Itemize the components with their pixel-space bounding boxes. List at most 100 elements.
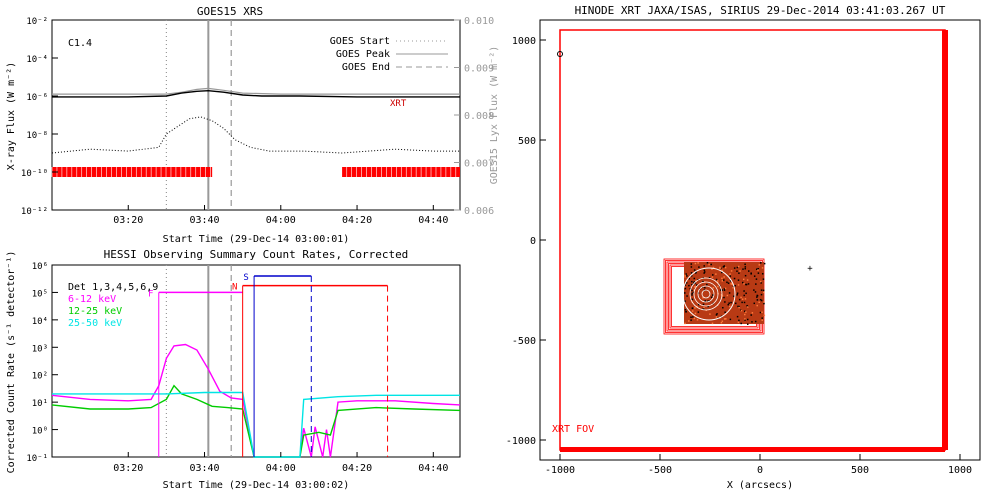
xrt-image-speckle <box>728 292 731 294</box>
xrt-contour <box>693 281 719 307</box>
xrt-image-speckle <box>712 287 715 289</box>
xrt-image-speckle <box>743 294 745 297</box>
goes-y2-axis-label: GOES15 Lyx Flux (W m⁻²) <box>489 46 500 184</box>
xrt-image-speckle <box>736 270 738 272</box>
xrt-x-axis-label: X (arcsecs) <box>727 480 793 491</box>
hessi-legend: Det 1,3,4,5,6,9 6-12 keV 12-25 keV 25-50… <box>68 282 158 329</box>
xrt-image-speckle <box>737 279 740 281</box>
goes-y-tick-label: 10⁻¹² <box>21 207 48 217</box>
xrt-x-tick-labels: -1000 -500 0 500 1000 <box>545 454 972 476</box>
xrt-title: HINODE XRT JAXA/ISAS, SIRIUS 29-Dec-2014… <box>575 4 946 17</box>
hessi-series-12-25-keV <box>51 384 461 458</box>
xrt-image-speckle <box>694 307 696 309</box>
xrt-image-speckle <box>685 282 688 284</box>
xrt-image-speckle <box>724 301 726 303</box>
hessi-x-tick-label: 04:20 <box>342 463 372 474</box>
xrt-image-speckle <box>721 289 724 291</box>
xrt-image-speckle <box>693 281 696 283</box>
xrt-image-speckle <box>684 308 687 311</box>
xrt-image-speckle <box>703 271 706 273</box>
xrt-y-tick-label: -500 <box>512 336 536 347</box>
xrt-image-speckle <box>756 268 758 271</box>
goes-x-tick-label: 04:20 <box>342 215 372 226</box>
xrt-image-speckle <box>716 279 719 282</box>
xrt-image-speckle <box>721 269 724 272</box>
xrt-image-speckle <box>721 277 723 280</box>
xrt-image-speckle <box>763 314 766 317</box>
hessi-y-tick-label: 10⁰ <box>32 427 48 437</box>
xrt-image-speckle <box>702 303 705 306</box>
xrt-image-speckle <box>763 301 765 303</box>
xrt-image-speckle <box>738 272 740 274</box>
xrt-image-speckle <box>691 294 693 296</box>
xrt-fov-edge <box>942 30 948 450</box>
goes-y-tick-label: 10⁻¹⁰ <box>21 169 48 179</box>
goes-lyx-series <box>52 87 460 95</box>
legend-12-25-kev: 12-25 keV <box>68 306 122 317</box>
xrt-image-speckle <box>692 316 694 318</box>
xrt-image-speckle <box>755 278 758 280</box>
xrt-image-speckle <box>751 312 754 314</box>
xrt-image-speckle <box>728 302 730 304</box>
xrt-image-speckle <box>722 306 724 309</box>
xrt-image-speckle <box>711 322 714 325</box>
xrt-image-speckle <box>709 313 711 315</box>
xrt-image-speckle <box>730 283 732 285</box>
xrt-image-speckle <box>695 271 698 273</box>
xrt-image-speckle <box>721 320 724 322</box>
xrt-image-speckle <box>707 300 709 302</box>
xrt-image-speckle <box>740 309 743 312</box>
xrt-image-speckle <box>730 301 732 304</box>
xrt-image-speckle <box>744 313 746 316</box>
xrt-image-speckle <box>710 296 713 298</box>
xrt-image-speckle <box>690 319 692 321</box>
hessi-y-tick-label: 10³ <box>32 344 48 354</box>
xrt-image-speckle <box>757 267 760 270</box>
xrt-image-speckle <box>741 301 743 304</box>
xrt-image-speckle <box>698 266 700 268</box>
xrt-image-speckle <box>725 318 727 320</box>
xrt-image-speckle <box>754 320 757 323</box>
xrt-x-tick-label: -500 <box>648 465 672 476</box>
xrt-image-speckle <box>721 271 723 274</box>
xrt-image-speckle <box>729 273 731 275</box>
xrt-image-speckle <box>719 267 721 270</box>
xrt-image-speckle <box>703 276 706 279</box>
xrt-image-speckle <box>759 311 762 314</box>
xrt-image-speckle <box>703 269 706 272</box>
xrt-image-speckle <box>722 266 725 268</box>
hessi-x-axis-label: Start Time (29-Dec-14 03:00:02) <box>163 480 350 491</box>
goes-x-tick-label: 03:20 <box>113 215 143 226</box>
hessi-x-tick-label: 03:40 <box>189 463 219 474</box>
legend-6-12-kev: 6-12 keV <box>68 294 116 305</box>
legend-goes-start: GOES Start <box>330 36 390 47</box>
goes-xrs-panel: GOES15 XRS 03:20 03:40 04:00 04:20 04:40 10⁻… <box>6 5 500 245</box>
xrt-image-speckle <box>694 272 697 274</box>
xrt-y-tick-label: 1000 <box>512 36 536 47</box>
xrt-image-speckle <box>711 294 714 296</box>
xrt-image-speckle <box>744 266 747 268</box>
xrt-image-speckle <box>754 291 757 293</box>
xrt-image-speckle <box>759 262 762 264</box>
xrt-image-speckle <box>743 290 745 292</box>
flag-label-S: S <box>243 273 248 283</box>
xrt-image-speckle <box>686 295 688 297</box>
xrt-image-speckle <box>737 284 740 286</box>
xrt-image-speckle <box>756 294 759 297</box>
xrt-image-speckle <box>733 277 736 280</box>
xrt-coverage-bar <box>341 167 460 177</box>
xrt-image-speckle <box>688 284 690 287</box>
xrt-image-speckle <box>724 287 727 290</box>
goes-legend: GOES Start GOES Peak GOES End <box>330 36 448 73</box>
xrt-y-tick-label: 500 <box>518 136 536 147</box>
hessi-plot-area: F NS <box>51 265 461 458</box>
xrt-image-speckle <box>746 323 749 325</box>
xrt-image-speckle <box>747 306 749 308</box>
xrt-image-speckle <box>697 292 700 294</box>
goes-x-tick-label: 04:40 <box>418 215 448 226</box>
xrt-image-speckle <box>720 321 723 324</box>
xrt-image-speckle <box>738 306 740 309</box>
goes-y-tick-label: 10⁻⁸ <box>26 131 48 141</box>
xrt-image-speckle <box>703 265 705 267</box>
